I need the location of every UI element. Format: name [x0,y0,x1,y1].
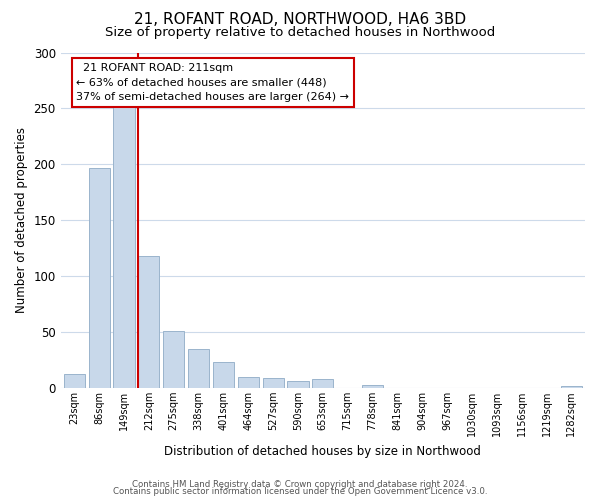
Text: Size of property relative to detached houses in Northwood: Size of property relative to detached ho… [105,26,495,39]
Text: Contains public sector information licensed under the Open Government Licence v3: Contains public sector information licen… [113,488,487,496]
Bar [362,384,383,388]
Bar [89,168,110,388]
Bar [113,108,134,388]
Bar [139,256,160,388]
Bar [163,331,184,388]
Bar [188,349,209,388]
Bar [561,386,582,388]
Y-axis label: Number of detached properties: Number of detached properties [15,127,28,313]
Text: 21 ROFANT ROAD: 211sqm  
← 63% of detached houses are smaller (448)
37% of semi-: 21 ROFANT ROAD: 211sqm ← 63% of detached… [76,62,349,102]
Text: Contains HM Land Registry data © Crown copyright and database right 2024.: Contains HM Land Registry data © Crown c… [132,480,468,489]
Bar [64,374,85,388]
Text: 21, ROFANT ROAD, NORTHWOOD, HA6 3BD: 21, ROFANT ROAD, NORTHWOOD, HA6 3BD [134,12,466,28]
Bar [213,362,234,388]
Bar [238,376,259,388]
Bar [287,381,308,388]
X-axis label: Distribution of detached houses by size in Northwood: Distribution of detached houses by size … [164,444,481,458]
Bar [263,378,284,388]
Bar [312,379,334,388]
